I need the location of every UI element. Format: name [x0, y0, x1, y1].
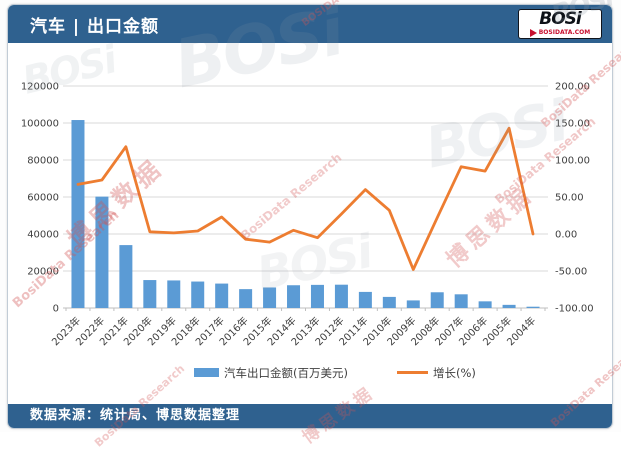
bar	[358, 291, 372, 308]
bar	[167, 280, 181, 308]
red-arrow-icon	[529, 29, 537, 37]
y-axis-tick-left: 80000	[27, 156, 59, 167]
legend-label-bar: 汽车出口金额(百万美元)	[224, 366, 348, 380]
bar	[143, 280, 157, 308]
y-axis-tick-right: 0.00	[555, 230, 577, 241]
legend-swatch-bar	[194, 368, 219, 377]
bar	[334, 284, 348, 308]
page: 汽车 | 出口金额 BOSi BOSIDATA.COM 120000 200.00…	[7, 0, 621, 450]
bar	[502, 304, 516, 308]
y-axis-tick-left: 120000	[21, 82, 59, 93]
bar	[119, 245, 133, 308]
bosi-logo-bottom: BOSIDATA.COM	[529, 29, 591, 37]
page-title: 汽车 | 出口金额	[30, 16, 160, 37]
line-series	[76, 126, 535, 271]
y-axis-tick-right: 200.00	[555, 82, 590, 93]
y-axis-tick-left: 60000	[27, 193, 59, 204]
bar	[191, 281, 205, 308]
y-axis-tick-right: 150.00	[555, 119, 590, 130]
y-axis-tick-left: 20000	[27, 267, 59, 278]
bar	[406, 300, 420, 308]
y-axis-tick-right: -50.00	[555, 267, 587, 278]
bar	[71, 120, 85, 308]
bar	[239, 289, 253, 308]
chart: 120000 200.00 100000 150.00 80000 100.00 60000…	[21, 82, 594, 381]
report-card: 汽车 | 出口金额 BOSi BOSIDATA.COM 120000 200.00…	[7, 4, 613, 429]
data-source-text: 数据来源：统计局、博思数据整理	[30, 408, 241, 423]
bar	[454, 294, 468, 308]
bosi-logo-site: BOSIDATA.COM	[538, 29, 591, 36]
bar	[526, 306, 540, 308]
y-axis-tick-right: 100.00	[555, 156, 590, 167]
chart-area: 120000 200.00 100000 150.00 80000 100.00 60000…	[8, 43, 612, 405]
y-axis-tick-left: 40000	[27, 230, 59, 241]
bar	[215, 283, 229, 308]
bosi-logo: BOSi BOSIDATA.COM	[518, 9, 602, 39]
bar	[382, 296, 396, 308]
y-axis-tick-left: 0	[53, 304, 59, 315]
bosi-logo-text: BOSi	[539, 9, 581, 29]
bar	[287, 285, 301, 308]
header: 汽车 | 出口金额 BOSi BOSIDATA.COM	[8, 5, 612, 43]
bar	[310, 284, 324, 308]
y-axis-tick-right: 50.00	[555, 193, 584, 204]
footer: 数据来源：统计局、博思数据整理	[8, 404, 612, 428]
legend-label-line: 增长(%)	[433, 366, 476, 380]
bar	[430, 292, 444, 308]
y-axis-tick-right: -100.00	[555, 304, 594, 315]
bar	[478, 301, 492, 308]
y-axis-tick-left: 100000	[21, 119, 59, 130]
bar	[263, 287, 277, 308]
bar	[95, 196, 109, 308]
